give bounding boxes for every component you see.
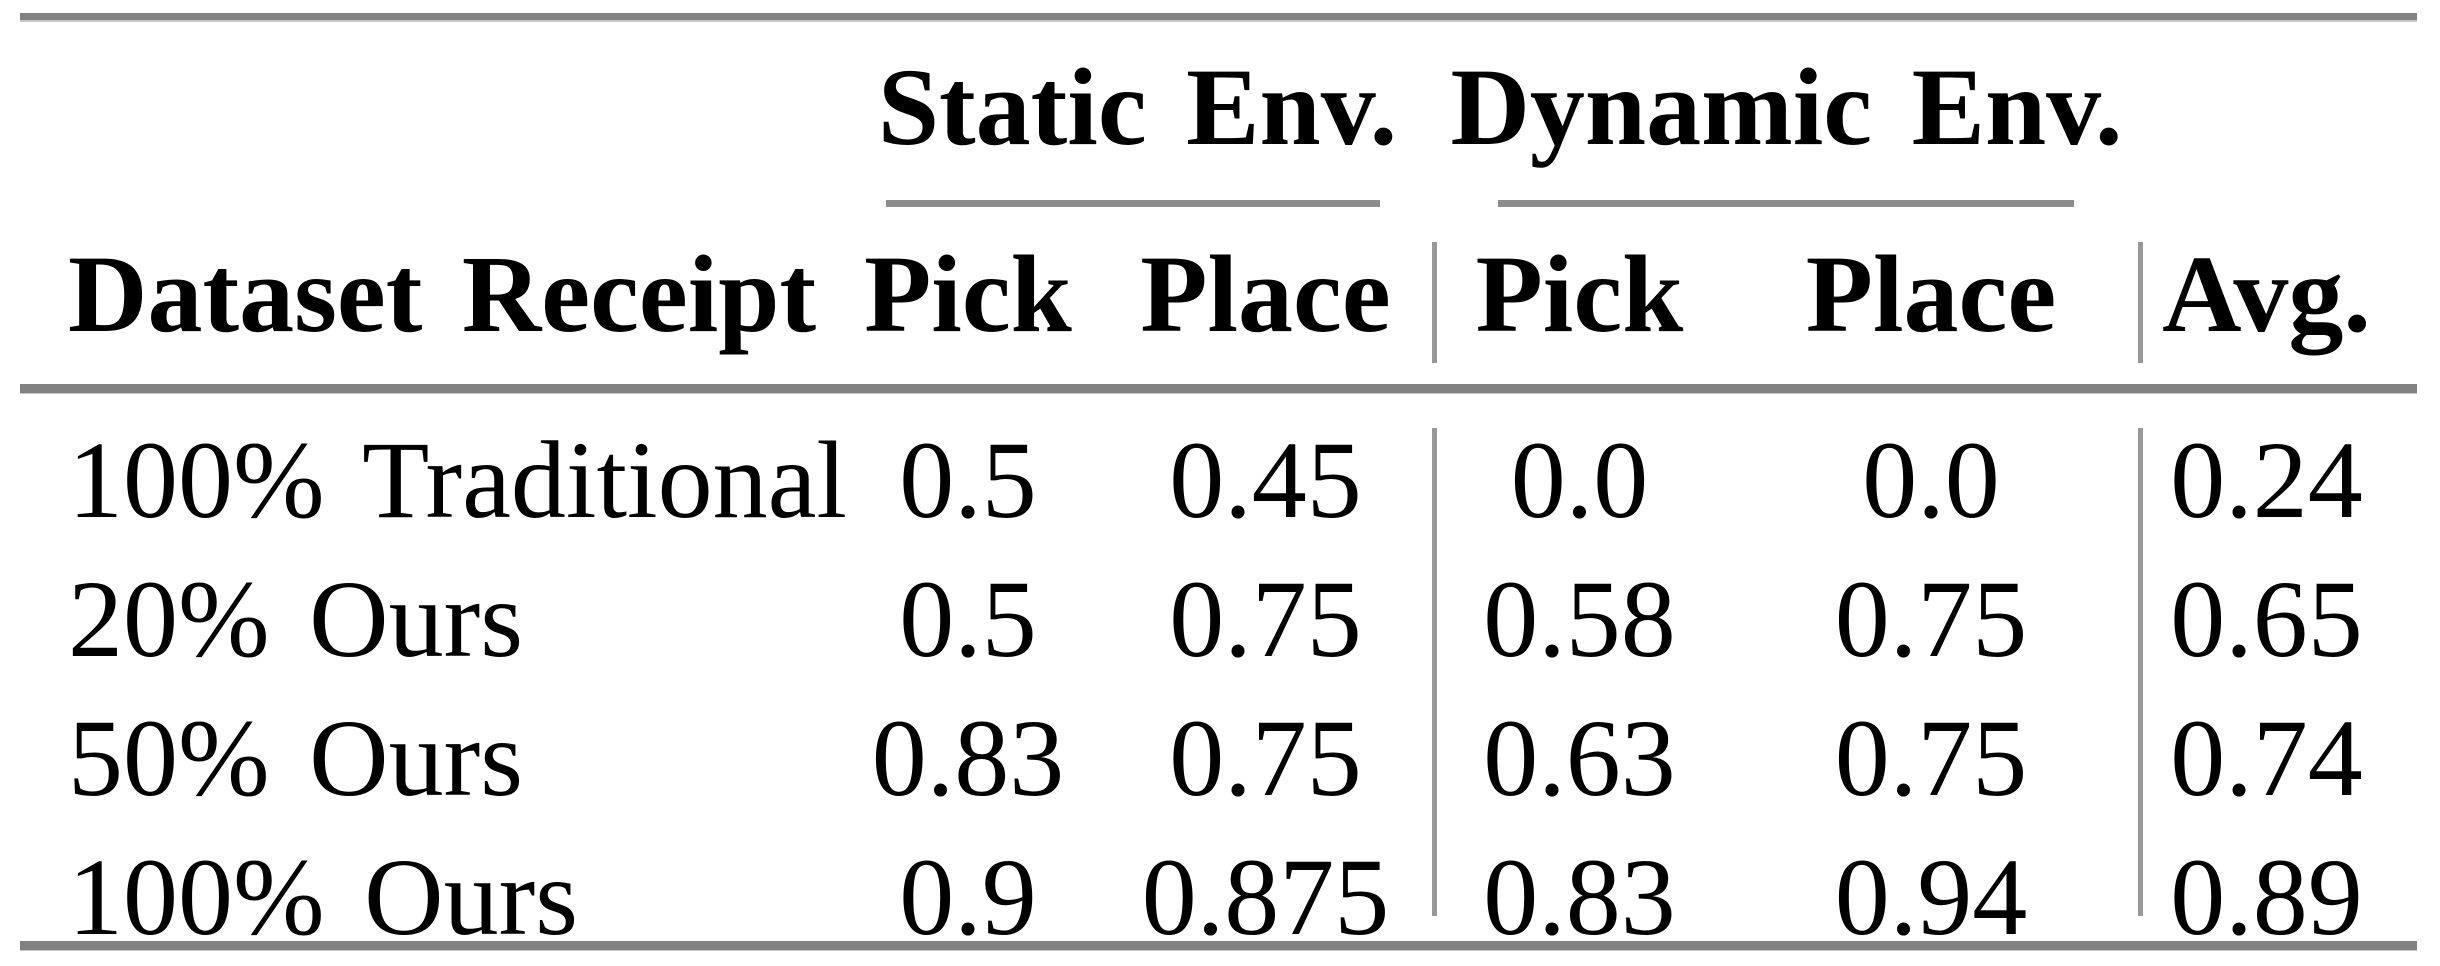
vertical-rule-dynamic-avg-top [2138, 242, 2143, 363]
cell-static-place: 0.45 [1169, 419, 1362, 541]
cell-static-place: 0.875 [1141, 836, 1390, 958]
cell-dynamic-pick: 0.63 [1483, 697, 1676, 819]
vertical-rule-dynamic-avg-bottom [2138, 428, 2143, 916]
cell-avg: 0.89 [2170, 836, 2363, 958]
vertical-rule-static-dynamic-bottom [1432, 428, 1437, 916]
table-top-rule [20, 13, 2417, 22]
group-header-row: Static Env. Dynamic Env. [20, 22, 2417, 214]
cell-dynamic-pick: 0.83 [1483, 836, 1676, 958]
group-header-spacer [2138, 22, 2417, 214]
table-row: 100% Ours 0.9 0.875 0.83 0.94 0.89 [20, 813, 2417, 952]
column-header-dynamic-pick: Pick [1475, 233, 1684, 355]
column-header-dataset-receipt: Dataset Receipt [68, 233, 817, 355]
column-header-static-place: Place [1140, 233, 1391, 355]
row-label: 100% Traditional [68, 419, 847, 541]
group-header-dynamic-env: Dynamic Env. [1450, 46, 2123, 168]
table-row: 50% Ours 0.83 0.75 0.63 0.75 0.74 [20, 674, 2417, 813]
cell-static-place: 0.75 [1169, 697, 1362, 819]
group-header-spacer [20, 22, 840, 214]
table-bottom-rule [20, 941, 2417, 951]
group-header-static-env: Static Env. [877, 46, 1398, 168]
cell-static-pick: 0.5 [899, 558, 1037, 680]
cell-avg: 0.74 [2170, 697, 2363, 819]
table-header-rule [20, 384, 2417, 394]
column-header-avg: Avg. [2162, 233, 2371, 355]
table-row: 20% Ours 0.5 0.75 0.58 0.75 0.65 [20, 535, 2417, 674]
column-header-dynamic-place: Place [1805, 233, 2057, 355]
cell-static-pick: 0.9 [899, 836, 1037, 958]
cell-dynamic-place: 0.0 [1862, 419, 2000, 541]
row-label: 20% Ours [68, 558, 524, 680]
cell-avg: 0.24 [2170, 419, 2363, 541]
cell-static-place: 0.75 [1169, 558, 1362, 680]
row-label: 50% Ours [68, 697, 524, 819]
column-header-static-pick: Pick [864, 233, 1072, 355]
cmidrule-dynamic-env [1498, 200, 2074, 207]
cell-dynamic-place: 0.94 [1834, 836, 2028, 958]
cell-static-pick: 0.5 [899, 419, 1037, 541]
cell-dynamic-pick: 0.58 [1483, 558, 1676, 680]
results-table: Static Env. Dynamic Env. Dataset Receipt… [20, 22, 2417, 952]
cmidrule-static-env [886, 200, 1380, 207]
cell-avg: 0.65 [2170, 558, 2363, 680]
cell-dynamic-place: 0.75 [1834, 558, 2028, 680]
row-label: 100% Ours [68, 836, 579, 958]
cell-dynamic-pick: 0.0 [1510, 419, 1649, 541]
cell-static-pick: 0.83 [871, 697, 1065, 819]
cell-dynamic-place: 0.75 [1834, 697, 2028, 819]
column-header-row: Dataset Receipt Pick Place Pick Place Av… [20, 214, 2417, 396]
vertical-rule-static-dynamic-top [1432, 242, 1437, 363]
table-row: 100% Traditional 0.5 0.45 0.0 0.0 0.24 [20, 396, 2417, 535]
